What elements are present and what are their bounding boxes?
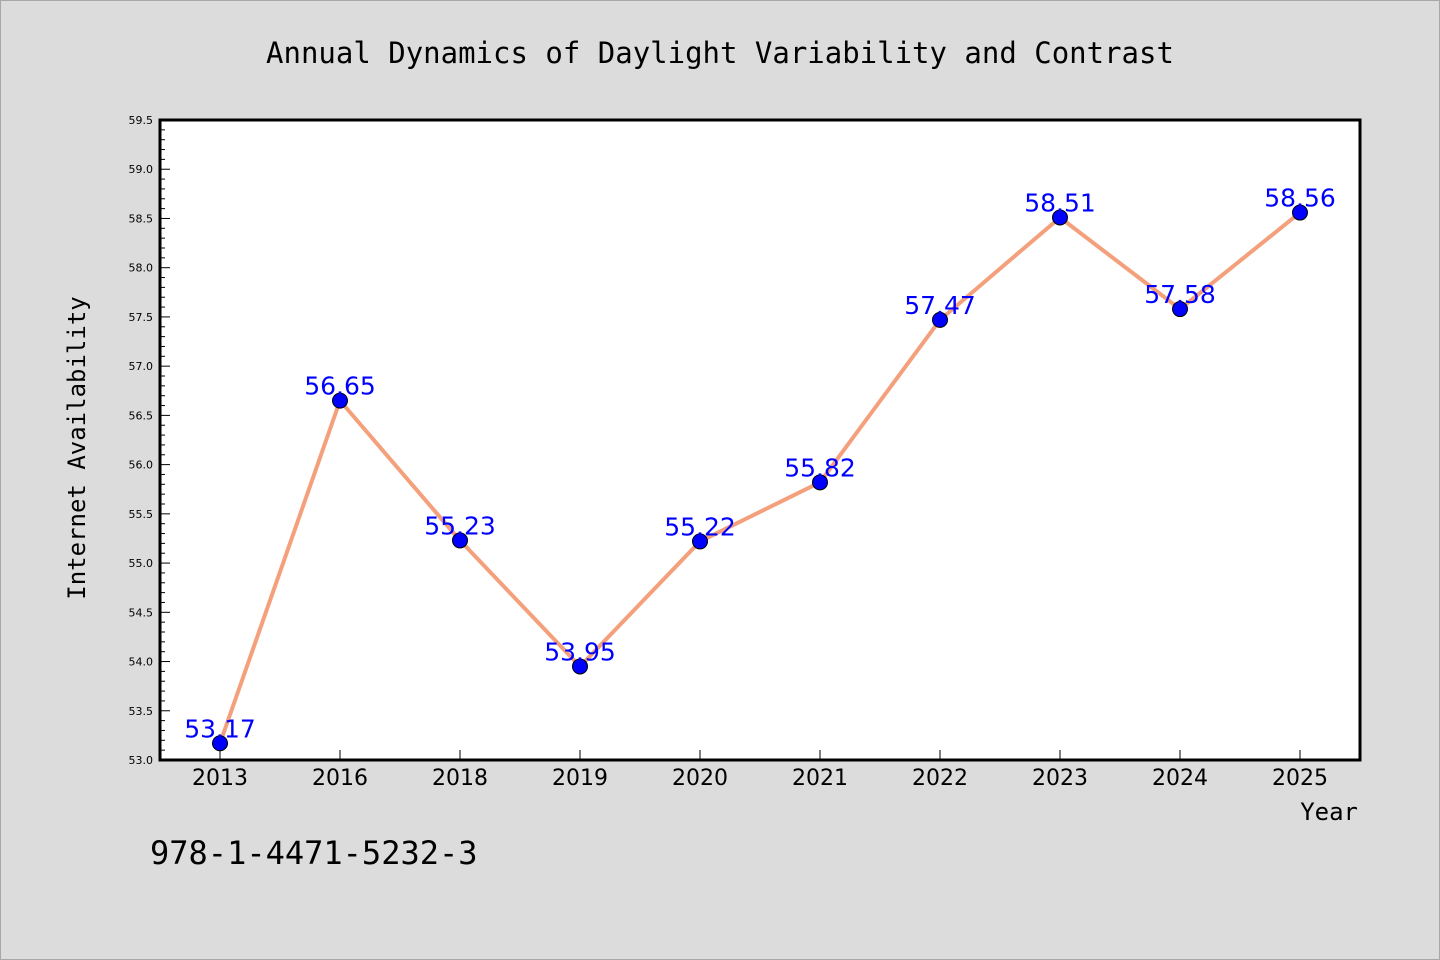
y-tick-label: 54.0: [129, 656, 154, 669]
footer-code: 978-1-4471-5232-3: [150, 834, 478, 872]
data-point: [452, 532, 468, 549]
y-tick-label: 59.5: [129, 114, 154, 127]
x-tick-label: 2022: [912, 766, 968, 791]
x-tick-label: 2024: [1152, 766, 1208, 791]
series-line: [218, 210, 1302, 746]
plot-border: [158, 118, 1362, 762]
data-label: 53.95: [544, 637, 616, 666]
x-axis-title: Year: [1300, 798, 1358, 826]
data-point: [332, 392, 348, 409]
y-tick-label: 55.5: [129, 508, 154, 521]
data-point: [1292, 204, 1308, 221]
x-tick-label: 2018: [432, 766, 488, 791]
data-point: [812, 474, 828, 491]
y-tick-label: 59.0: [129, 163, 154, 176]
x-tick-label: 2023: [1032, 766, 1088, 791]
y-axis-title: Internet Availability: [63, 296, 91, 599]
series-layer: 53.17 56.65 55.23 53.95 55.22 55.82 57.47 58.51…: [184, 184, 1336, 752]
y-tick-label: 58.5: [129, 212, 154, 225]
data-label: 55.22: [664, 512, 736, 541]
y-tick-label: 53.5: [129, 705, 154, 718]
data-point: [1052, 209, 1068, 226]
data-label: 58.51: [1024, 188, 1096, 217]
x-tick-label: 2019: [552, 766, 608, 791]
data-label: 55.23: [424, 511, 496, 540]
y-tick-label: 54.5: [129, 606, 154, 619]
data-point: [932, 311, 948, 328]
data-label: 55.82: [784, 453, 856, 482]
x-tick-label: 2021: [792, 766, 848, 791]
data-point: [1172, 301, 1188, 318]
plot-area: [160, 120, 1360, 760]
x-tick-label: 2013: [192, 766, 248, 791]
y-tick-label: 56.0: [129, 459, 154, 472]
data-point: [692, 533, 708, 550]
y-tick-label: 55.0: [129, 557, 154, 570]
y-tick-label: 56.5: [129, 409, 154, 422]
y-tick-label: 58.0: [129, 262, 154, 275]
y-tick-label: 57.0: [129, 360, 154, 373]
x-axis-ticks: 2013 2016 2018 2019 2020 2021 2022 2023 2024 2025: [192, 750, 1328, 791]
y-tick-label: 57.5: [129, 311, 154, 324]
data-label: 56.65: [304, 372, 376, 401]
data-label: 58.56: [1264, 184, 1336, 213]
x-tick-label: 2016: [312, 766, 368, 791]
x-tick-label: 2025: [1272, 766, 1328, 791]
data-point: [212, 735, 228, 752]
data-point: [572, 658, 588, 675]
x-tick-label: 2020: [672, 766, 728, 791]
chart-title: Annual Dynamics of Daylight Variability …: [266, 36, 1174, 70]
y-tick-label: 53.0: [129, 754, 154, 767]
data-label: 57.58: [1144, 280, 1216, 309]
y-axis-ticks: 53.0 53.5 54.0 54.5 55.0 55.5 56.0 56.5 57.0 57.5…: [129, 114, 170, 767]
data-label: 53.17: [184, 714, 256, 743]
data-label: 57.47: [904, 291, 976, 320]
